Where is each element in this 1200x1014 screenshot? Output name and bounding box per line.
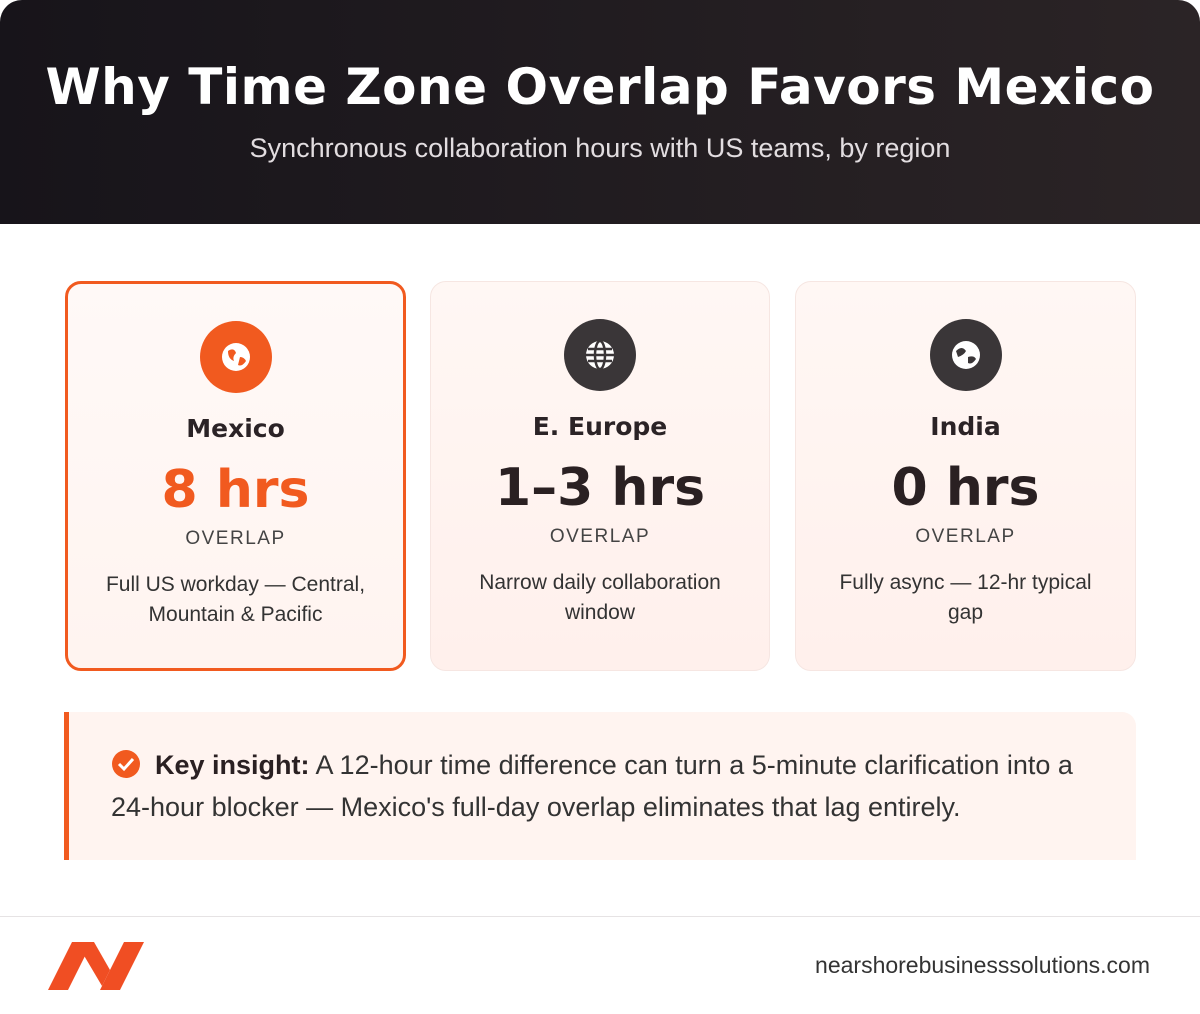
card-value: 1–3 hrs <box>494 458 706 518</box>
icon <box>929 319 1002 391</box>
card-label: OVERLAP <box>549 526 651 547</box>
card-description: Fully async — 12-hr typical gap <box>839 571 1092 624</box>
icon <box>199 321 272 393</box>
globe-icon <box>221 343 250 371</box>
check-icon <box>112 750 140 778</box>
icon <box>564 319 636 391</box>
card-name: India <box>930 412 1001 441</box>
logo <box>48 942 144 990</box>
divider <box>0 916 1200 917</box>
subtitle: Synchronous collaboration hours with US … <box>249 133 951 163</box>
footer-url: nearshorebusinesssolutions.com <box>815 952 1150 978</box>
card: E. Europe 1–3 hrs OVERLAP Narrow daily c… <box>430 281 770 671</box>
card-description: Narrow daily collaboration window <box>479 571 721 624</box>
card-name: E. Europe <box>532 412 668 441</box>
card: India 0 hrs OVERLAP Fully async — 12-hr … <box>795 281 1136 671</box>
card-name: Mexico <box>186 414 285 443</box>
card-description: Full US workday — Central, Mountain & Pa… <box>105 573 366 626</box>
header: Why Time Zone Overlap Favors Mexico Sync… <box>0 0 1200 224</box>
card-value: 8 hrs <box>161 460 310 520</box>
card-value: 0 hrs <box>891 458 1040 518</box>
globe-icon <box>586 339 614 371</box>
card-label: OVERLAP <box>915 526 1016 547</box>
insight-text: A 12-hour time difference can turn a 5-m… <box>111 750 1073 822</box>
insight-lead: Key insight: <box>155 750 310 780</box>
title: Why Time Zone Overlap Favors Mexico <box>45 58 1155 116</box>
insight-box: Key insight: A 12-hour time difference c… <box>64 712 1136 860</box>
globe-icon <box>951 341 980 369</box>
card-label: OVERLAP <box>185 528 286 549</box>
card: Mexico 8 hrs OVERLAP Full US workday — C… <box>65 281 406 671</box>
